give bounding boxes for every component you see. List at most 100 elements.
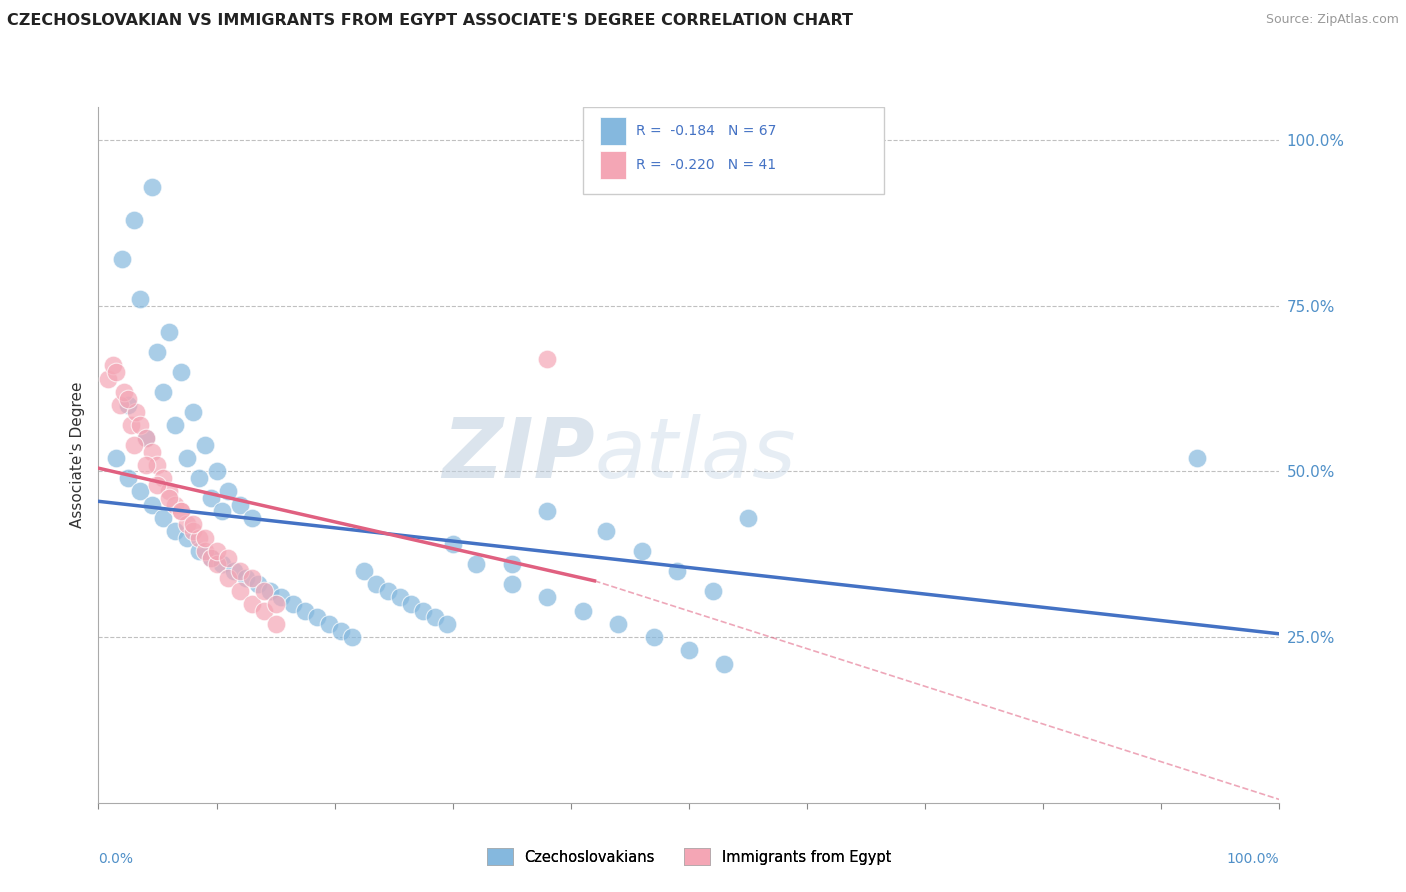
Point	[121, 418, 143, 433]
Text: 100.0%: 100.0%	[1227, 852, 1279, 865]
FancyBboxPatch shape	[600, 118, 626, 145]
Point	[152, 384, 174, 399]
Point	[146, 345, 169, 359]
Point	[253, 583, 276, 598]
Point	[141, 179, 163, 194]
Point	[305, 610, 328, 624]
Point	[643, 630, 665, 644]
Point	[702, 583, 724, 598]
Point	[217, 550, 239, 565]
Point	[388, 591, 411, 605]
Point	[270, 591, 292, 605]
Point	[146, 477, 169, 491]
Point	[194, 438, 217, 452]
Point	[412, 604, 434, 618]
Point	[141, 498, 163, 512]
Legend: Czechoslovakians, Immigrants from Egypt: Czechoslovakians, Immigrants from Egypt	[486, 848, 891, 865]
Point	[436, 616, 458, 631]
Point	[211, 558, 233, 572]
Text: R =  -0.184   N = 67: R = -0.184 N = 67	[636, 124, 776, 138]
Point	[353, 564, 375, 578]
Point	[240, 570, 263, 584]
Point	[105, 451, 128, 466]
Point	[187, 471, 209, 485]
Point	[401, 597, 423, 611]
Text: CZECHOSLOVAKIAN VS IMMIGRANTS FROM EGYPT ASSOCIATE'S DEGREE CORRELATION CHART: CZECHOSLOVAKIAN VS IMMIGRANTS FROM EGYPT…	[7, 13, 853, 29]
Point	[217, 484, 239, 499]
Point	[240, 511, 263, 525]
Point	[536, 504, 558, 518]
Point	[122, 212, 145, 227]
Point	[117, 471, 139, 485]
Point	[135, 431, 157, 445]
Point	[112, 384, 135, 399]
Point	[713, 657, 735, 671]
Point	[217, 570, 239, 584]
Point	[181, 517, 204, 532]
Point	[536, 591, 558, 605]
Point	[176, 451, 198, 466]
Point	[294, 604, 316, 618]
Point	[211, 504, 233, 518]
Point	[364, 577, 387, 591]
Point	[187, 531, 209, 545]
Point	[1185, 451, 1208, 466]
Point	[157, 484, 180, 499]
Point	[342, 630, 364, 644]
Point	[165, 524, 187, 538]
Point	[318, 616, 340, 631]
Point	[441, 537, 464, 551]
FancyBboxPatch shape	[600, 151, 626, 178]
Point	[105, 365, 128, 379]
Point	[229, 498, 252, 512]
Point	[194, 544, 217, 558]
Text: R =  -0.220   N = 41: R = -0.220 N = 41	[636, 158, 776, 172]
Point	[176, 517, 198, 532]
Point	[176, 531, 198, 545]
Point	[117, 392, 139, 406]
Point	[108, 398, 131, 412]
Point	[240, 597, 263, 611]
Point	[122, 438, 145, 452]
Point	[157, 326, 180, 340]
Point	[229, 564, 252, 578]
Point	[135, 431, 157, 445]
Point	[465, 558, 488, 572]
Point	[205, 558, 228, 572]
Point	[666, 564, 689, 578]
Point	[170, 504, 193, 518]
Point	[678, 643, 700, 657]
Point	[205, 544, 228, 558]
Point	[423, 610, 446, 624]
Point	[97, 372, 120, 386]
Point	[170, 504, 193, 518]
Point	[264, 616, 287, 631]
Point	[264, 597, 287, 611]
Point	[128, 292, 150, 306]
Point	[595, 524, 617, 538]
Point	[607, 616, 630, 631]
Point	[157, 491, 180, 505]
Point	[135, 458, 157, 472]
Point	[165, 418, 187, 433]
Point	[253, 604, 276, 618]
Y-axis label: Associate's Degree: Associate's Degree	[69, 382, 84, 528]
Point	[246, 577, 269, 591]
Text: atlas: atlas	[595, 415, 796, 495]
Point	[152, 471, 174, 485]
Point	[571, 604, 593, 618]
Point	[235, 570, 257, 584]
Point	[200, 491, 222, 505]
Point	[259, 583, 281, 598]
Point	[224, 564, 246, 578]
FancyBboxPatch shape	[582, 107, 884, 194]
Point	[329, 624, 352, 638]
Point	[152, 511, 174, 525]
Point	[630, 544, 652, 558]
Point	[187, 544, 209, 558]
Point	[101, 359, 124, 373]
Text: 0.0%: 0.0%	[98, 852, 134, 865]
Point	[501, 558, 523, 572]
Point	[194, 531, 217, 545]
Point	[283, 597, 305, 611]
